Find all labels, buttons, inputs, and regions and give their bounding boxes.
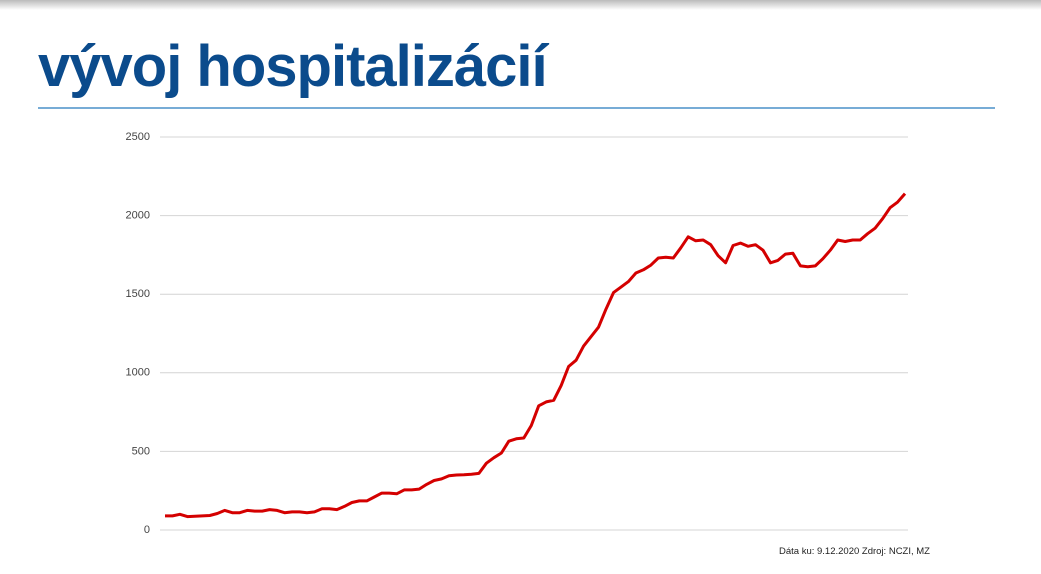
data-line <box>165 192 907 519</box>
y-tick-label: 2500 <box>126 131 150 143</box>
y-tick-label: 1000 <box>126 367 150 379</box>
source-note: Dáta ku: 9.12.2020 Zdroj: NCZI, MZ <box>779 546 930 557</box>
y-tick-label: 1500 <box>126 288 150 300</box>
chart-title: vývoj hospitalizácií <box>38 34 550 99</box>
y-tick-label: 2000 <box>126 210 150 222</box>
top-shadow <box>0 0 1041 10</box>
y-tick-label: 500 <box>132 445 150 457</box>
y-tick-label: 0 <box>144 524 150 536</box>
